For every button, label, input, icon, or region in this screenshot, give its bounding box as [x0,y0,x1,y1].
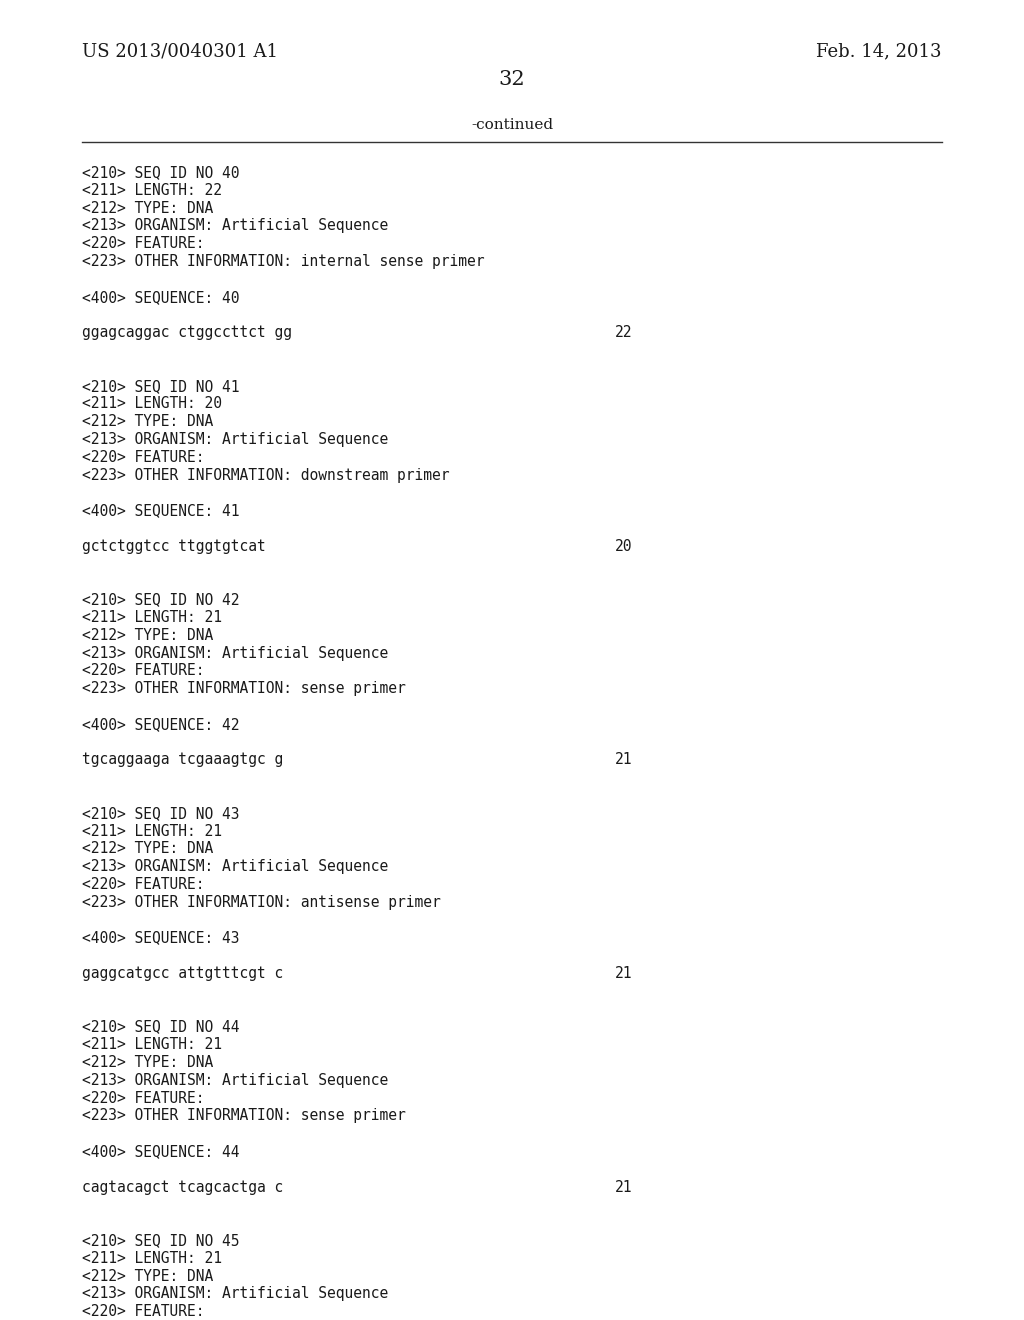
Text: <400> SEQUENCE: 42: <400> SEQUENCE: 42 [82,717,240,731]
Text: <212> TYPE: DNA: <212> TYPE: DNA [82,1269,213,1283]
Text: <213> ORGANISM: Artificial Sequence: <213> ORGANISM: Artificial Sequence [82,432,388,447]
Text: <223> OTHER INFORMATION: sense primer: <223> OTHER INFORMATION: sense primer [82,681,406,696]
Text: <210> SEQ ID NO 45: <210> SEQ ID NO 45 [82,1233,240,1247]
Text: <212> TYPE: DNA: <212> TYPE: DNA [82,1055,213,1071]
Text: <213> ORGANISM: Artificial Sequence: <213> ORGANISM: Artificial Sequence [82,645,388,660]
Text: <220> FEATURE:: <220> FEATURE: [82,876,205,892]
Text: gctctggtcc ttggtgtcat: gctctggtcc ttggtgtcat [82,539,266,554]
Text: <213> ORGANISM: Artificial Sequence: <213> ORGANISM: Artificial Sequence [82,1287,388,1302]
Text: 21: 21 [615,752,633,767]
Text: <210> SEQ ID NO 43: <210> SEQ ID NO 43 [82,805,240,821]
Text: <400> SEQUENCE: 41: <400> SEQUENCE: 41 [82,503,240,519]
Text: <400> SEQUENCE: 44: <400> SEQUENCE: 44 [82,1144,240,1159]
Text: <211> LENGTH: 21: <211> LENGTH: 21 [82,610,222,624]
Text: <223> OTHER INFORMATION: sense primer: <223> OTHER INFORMATION: sense primer [82,1109,406,1123]
Text: 32: 32 [499,70,525,88]
Text: 21: 21 [615,1180,633,1195]
Text: <220> FEATURE:: <220> FEATURE: [82,236,205,251]
Text: ggagcaggac ctggccttct gg: ggagcaggac ctggccttct gg [82,325,292,341]
Text: <212> TYPE: DNA: <212> TYPE: DNA [82,841,213,857]
Text: 22: 22 [615,325,633,341]
Text: gaggcatgcc attgtttcgt c: gaggcatgcc attgtttcgt c [82,966,284,981]
Text: <213> ORGANISM: Artificial Sequence: <213> ORGANISM: Artificial Sequence [82,859,388,874]
Text: 20: 20 [615,539,633,554]
Text: <211> LENGTH: 21: <211> LENGTH: 21 [82,1251,222,1266]
Text: <223> OTHER INFORMATION: internal sense primer: <223> OTHER INFORMATION: internal sense … [82,253,484,269]
Text: <211> LENGTH: 22: <211> LENGTH: 22 [82,182,222,198]
Text: <223> OTHER INFORMATION: downstream primer: <223> OTHER INFORMATION: downstream prim… [82,467,450,483]
Text: cagtacagct tcagcactga c: cagtacagct tcagcactga c [82,1180,284,1195]
Text: 21: 21 [615,966,633,981]
Text: <210> SEQ ID NO 40: <210> SEQ ID NO 40 [82,165,240,180]
Text: Feb. 14, 2013: Feb. 14, 2013 [816,42,942,59]
Text: <210> SEQ ID NO 44: <210> SEQ ID NO 44 [82,1019,240,1035]
Text: <220> FEATURE:: <220> FEATURE: [82,1304,205,1319]
Text: <213> ORGANISM: Artificial Sequence: <213> ORGANISM: Artificial Sequence [82,1073,388,1088]
Text: <223> OTHER INFORMATION: antisense primer: <223> OTHER INFORMATION: antisense prime… [82,895,440,909]
Text: <220> FEATURE:: <220> FEATURE: [82,664,205,678]
Text: <210> SEQ ID NO 42: <210> SEQ ID NO 42 [82,593,240,607]
Text: <220> FEATURE:: <220> FEATURE: [82,450,205,465]
Text: <211> LENGTH: 20: <211> LENGTH: 20 [82,396,222,412]
Text: <400> SEQUENCE: 43: <400> SEQUENCE: 43 [82,931,240,945]
Text: US 2013/0040301 A1: US 2013/0040301 A1 [82,42,278,59]
Text: <212> TYPE: DNA: <212> TYPE: DNA [82,201,213,215]
Text: tgcaggaaga tcgaaagtgc g: tgcaggaaga tcgaaagtgc g [82,752,284,767]
Text: <210> SEQ ID NO 41: <210> SEQ ID NO 41 [82,379,240,393]
Text: <213> ORGANISM: Artificial Sequence: <213> ORGANISM: Artificial Sequence [82,218,388,234]
Text: <212> TYPE: DNA: <212> TYPE: DNA [82,414,213,429]
Text: <212> TYPE: DNA: <212> TYPE: DNA [82,628,213,643]
Text: <211> LENGTH: 21: <211> LENGTH: 21 [82,1038,222,1052]
Text: <220> FEATURE:: <220> FEATURE: [82,1090,205,1106]
Text: -continued: -continued [471,117,553,132]
Text: <400> SEQUENCE: 40: <400> SEQUENCE: 40 [82,289,240,305]
Text: <211> LENGTH: 21: <211> LENGTH: 21 [82,824,222,838]
